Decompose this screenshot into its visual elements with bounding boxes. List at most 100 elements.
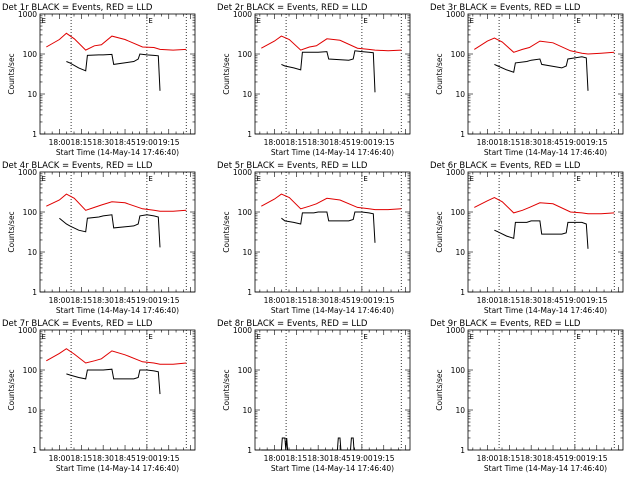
y-tick-label: 1000 <box>233 326 252 335</box>
x-axis-label: Start Time (14-May-14 17:46:40) <box>484 306 607 315</box>
x-tick-label: 19:00 <box>136 138 158 147</box>
plot-frame <box>254 13 411 135</box>
x-tick-label: 19:00 <box>351 296 373 305</box>
plot-frame <box>39 329 196 451</box>
x-tick-label: 18:15 <box>498 454 520 463</box>
x-axis-label: Start Time (14-May-14 17:46:40) <box>271 464 394 473</box>
x-tick-label: 18:45 <box>329 296 351 305</box>
y-tick-label: 1 <box>32 130 37 139</box>
y-axis-label: Counts/sec <box>435 369 444 410</box>
x-tick-label: 19:15 <box>373 296 395 305</box>
e-marker-label: E <box>576 17 580 25</box>
y-tick-label: 100 <box>23 208 38 217</box>
x-tick-label: 18:00 <box>477 454 499 463</box>
x-tick-label: 19:15 <box>586 138 608 147</box>
x-tick-label: 18:15 <box>285 454 307 463</box>
events-series-line <box>261 437 402 451</box>
y-tick-label: 10 <box>27 406 37 415</box>
y-axis-label: Counts/sec <box>222 369 231 410</box>
panel-det-5: Det 5r BLACK = Events, RED = LLD 1 10 100 10… <box>217 161 411 315</box>
lld-series-line <box>474 196 615 215</box>
y-tick-label: 1 <box>247 130 252 139</box>
y-axis-label: Counts/sec <box>435 211 444 252</box>
y-tick-label: 100 <box>23 50 38 59</box>
events-series-line <box>59 214 161 248</box>
events-series-line <box>66 53 161 91</box>
x-tick-label: 18:30 <box>520 454 542 463</box>
lld-series-line <box>261 193 402 211</box>
x-axis-label: Start Time (14-May-14 17:46:40) <box>484 148 607 157</box>
events-series-line <box>281 50 376 93</box>
y-tick-label: 1 <box>247 446 252 455</box>
x-axis-label: Start Time (14-May-14 17:46:40) <box>56 306 179 315</box>
x-tick-label: 19:15 <box>373 454 395 463</box>
x-axis-label: Start Time (14-May-14 17:46:40) <box>271 148 394 157</box>
y-tick-label: 1000 <box>446 10 465 19</box>
x-tick-label: 18:30 <box>520 296 542 305</box>
e-marker-label: E <box>470 333 474 341</box>
x-tick-label: 18:15 <box>70 454 92 463</box>
x-tick-label: 19:00 <box>564 296 586 305</box>
x-tick-label: 18:15 <box>70 296 92 305</box>
y-tick-label: 10 <box>242 90 252 99</box>
x-tick-label: 18:45 <box>329 454 351 463</box>
lld-series-line <box>46 348 187 365</box>
y-tick-label: 10 <box>242 406 252 415</box>
y-tick-label: 100 <box>451 208 466 217</box>
x-tick-label: 19:00 <box>564 138 586 147</box>
e-marker-label: E <box>148 333 152 341</box>
x-axis-label: Start Time (14-May-14 17:46:40) <box>56 148 179 157</box>
y-axis-label: Counts/sec <box>222 53 231 94</box>
x-tick-label: 18:45 <box>329 138 351 147</box>
y-tick-label: 1000 <box>446 326 465 335</box>
x-tick-label: 18:00 <box>264 138 286 147</box>
y-axis-label: Counts/sec <box>7 369 16 410</box>
x-tick-label: 18:30 <box>307 454 329 463</box>
x-axis-label: Start Time (14-May-14 17:46:40) <box>484 464 607 473</box>
panel-title: Det 3r BLACK = Events, RED = LLD <box>430 3 581 13</box>
y-tick-label: 100 <box>23 366 38 375</box>
y-tick-label: 100 <box>238 208 253 217</box>
x-tick-label: 19:15 <box>586 296 608 305</box>
x-tick-label: 19:00 <box>136 454 158 463</box>
lld-series-line <box>474 37 615 55</box>
y-tick-label: 100 <box>451 366 466 375</box>
y-axis-label: Counts/sec <box>222 211 231 252</box>
plot-frame <box>254 171 411 293</box>
lld-series-line <box>46 193 187 212</box>
y-tick-label: 1000 <box>18 10 37 19</box>
e-marker-label: E <box>148 17 152 25</box>
y-tick-label: 1 <box>32 446 37 455</box>
y-tick-label: 10 <box>242 248 252 257</box>
x-tick-label: 18:30 <box>92 296 114 305</box>
x-tick-label: 18:45 <box>114 296 136 305</box>
panel-title: Det 9r BLACK = Events, RED = LLD <box>430 319 581 329</box>
x-tick-label: 18:30 <box>92 454 114 463</box>
x-tick-label: 18:00 <box>49 454 71 463</box>
x-tick-label: 18:30 <box>307 296 329 305</box>
e-marker-label: E <box>148 175 152 183</box>
x-tick-label: 18:15 <box>285 296 307 305</box>
events-series-line <box>494 56 589 91</box>
y-tick-label: 10 <box>455 248 465 257</box>
x-tick-label: 18:30 <box>92 138 114 147</box>
x-tick-label: 19:15 <box>158 454 180 463</box>
y-tick-label: 1 <box>247 288 252 297</box>
y-axis-label: Counts/sec <box>7 211 16 252</box>
y-axis-label: Counts/sec <box>7 53 16 94</box>
events-series-line <box>66 368 161 395</box>
y-tick-label: 1000 <box>446 168 465 177</box>
x-tick-label: 19:15 <box>586 454 608 463</box>
x-tick-label: 19:15 <box>158 296 180 305</box>
plot-frame <box>39 171 196 293</box>
panel-det-9: Det 9r BLACK = Events, RED = LLD 1 10 100 10… <box>430 319 624 473</box>
e-marker-label: E <box>42 175 46 183</box>
x-axis-label: Start Time (14-May-14 17:46:40) <box>271 306 394 315</box>
x-tick-label: 18:45 <box>114 454 136 463</box>
panel-det-7: Det 7r BLACK = Events, RED = LLD 1 10 100 10… <box>2 319 196 473</box>
panel-det-6: Det 6r BLACK = Events, RED = LLD 1 10 100 10… <box>430 161 624 315</box>
panel-title: Det 1r BLACK = Events, RED = LLD <box>2 3 153 13</box>
e-marker-label: E <box>470 175 474 183</box>
y-tick-label: 10 <box>455 90 465 99</box>
events-series-line <box>494 220 589 249</box>
